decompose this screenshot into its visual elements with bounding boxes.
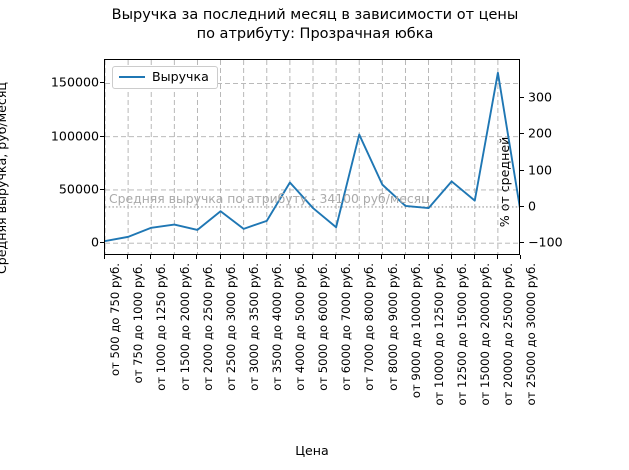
y-tick-label-right: 100: [528, 162, 553, 178]
x-tick-mark: [335, 255, 337, 259]
x-tick-mark: [473, 255, 475, 259]
y-tick-label-right: 200: [528, 125, 553, 141]
y-tick-mark-left: [100, 242, 104, 244]
x-tick-mark: [358, 255, 360, 259]
mean-annotation-label: Средняя выручка по атрибуту - 34100 руб/…: [109, 190, 430, 206]
y-tick-mark-right: [520, 169, 524, 171]
x-tick-mark: [219, 255, 221, 259]
x-tick-mark: [427, 255, 429, 259]
y-tick-label-left: 100000: [50, 128, 99, 144]
x-tick-label: от 5000 до 6000 руб.: [316, 263, 331, 391]
x-tick-label: от 15000 до 20000 руб.: [477, 263, 492, 406]
plot-area: Средняя выручка по атрибуту - 34100 руб/…: [104, 59, 520, 255]
x-tick-label: от 8000 до 9000 руб.: [385, 263, 400, 391]
y-tick-label-right: 300: [528, 89, 553, 105]
x-tick-mark: [381, 255, 383, 259]
y-tick-mark-left: [100, 82, 104, 84]
x-tick-label: от 10000 до 12500 руб.: [431, 263, 446, 406]
y-tick-label-left: 150000: [50, 74, 99, 90]
x-tick-mark: [242, 255, 244, 259]
y-tick-mark-right: [520, 205, 524, 207]
x-tick-label: от 12500 до 15000 руб.: [454, 263, 469, 406]
x-tick-label: от 500 до 750 руб.: [108, 263, 123, 377]
x-tick-mark: [312, 255, 313, 259]
x-tick-label: от 3000 до 3500 руб.: [246, 263, 261, 391]
plot-inner: [105, 60, 519, 254]
y-tick-label-right: 0: [528, 198, 537, 214]
x-tick-label: от 1500 до 2000 руб.: [177, 263, 192, 391]
x-tick-label: от 750 до 1000 руб.: [131, 263, 146, 384]
x-tick-label: от 2000 до 2500 руб.: [200, 263, 215, 391]
chart-title: Выручка за последний месяц в зависимости…: [111, 7, 519, 42]
y-tick-mark-left: [100, 135, 104, 137]
y-tick-mark-left: [100, 188, 104, 190]
x-tick-label: от 20000 до 25000 руб.: [501, 263, 516, 406]
x-tick-mark: [196, 255, 198, 259]
x-tick-mark: [265, 255, 267, 259]
x-axis-label: Цена: [295, 443, 329, 458]
x-tick-label: от 7000 до 8000 руб.: [362, 263, 377, 391]
y-tick-mark-right: [520, 133, 524, 135]
x-tick-mark: [520, 255, 521, 259]
y-tick-label-right: −100: [528, 234, 563, 250]
x-tick-mark: [173, 255, 175, 259]
y-tick-mark-right: [520, 96, 524, 98]
x-tick-mark: [404, 255, 406, 259]
x-tick-mark: [450, 255, 452, 259]
x-tick-label: от 2500 до 3000 руб.: [223, 263, 238, 391]
x-tick-label: от 4000 до 5000 руб.: [293, 263, 308, 391]
x-tick-label: от 3500 до 4000 руб.: [269, 263, 284, 391]
y-tick-label-left: 0: [90, 234, 99, 250]
data-series-line: [105, 71, 519, 243]
x-tick-label: от 1000 до 1250 руб.: [154, 263, 169, 391]
y-tick-label-left: 50000: [58, 181, 99, 197]
chart-legend[interactable]: Выручка: [112, 66, 218, 89]
x-tick-mark: [496, 255, 498, 259]
x-tick-label: от 6000 до 7000 руб.: [339, 263, 354, 391]
x-tick-label: от 25000 до 30000 руб.: [524, 263, 539, 406]
x-tick-mark: [104, 255, 105, 259]
x-tick-label: от 9000 до 10000 руб.: [408, 263, 423, 399]
legend-color-swatch: [119, 76, 145, 79]
x-tick-mark: [288, 255, 290, 259]
x-tick-mark: [127, 255, 129, 259]
legend-entry-label: Выручка: [152, 69, 209, 84]
x-tick-mark: [150, 255, 152, 259]
y-tick-mark-right: [520, 242, 524, 244]
